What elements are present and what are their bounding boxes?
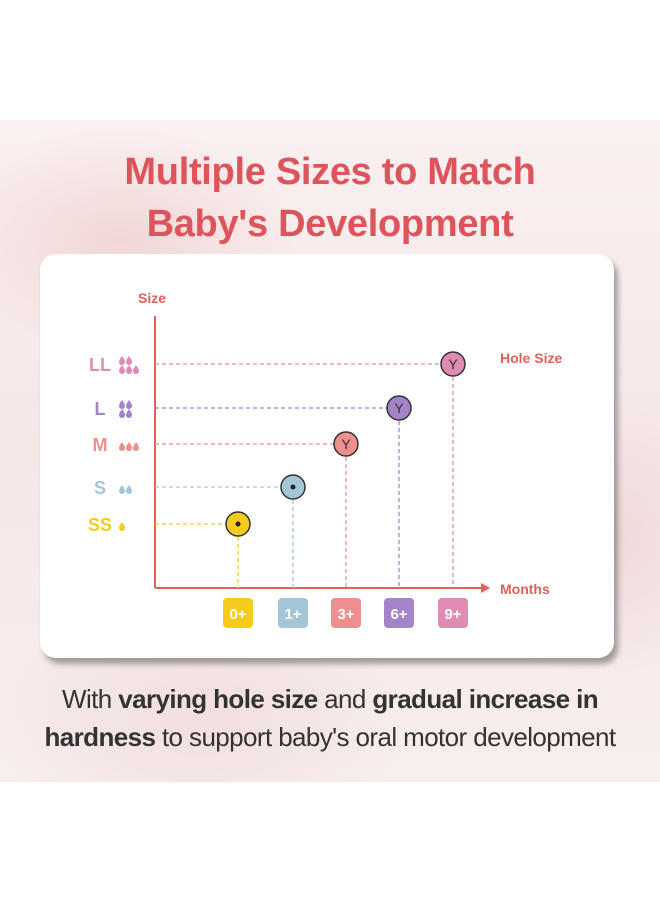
month-label-0plus: 0+ <box>229 606 246 623</box>
legend-hole-size: Hole Size <box>500 350 562 366</box>
month-badge <box>384 598 414 628</box>
title-line-2: Baby's Development <box>146 203 514 245</box>
month-badge <box>278 598 308 628</box>
caption-text-1: With <box>62 684 119 714</box>
hole-dot-icon <box>235 521 241 527</box>
drop-icon <box>126 409 132 418</box>
caption-bold-hole-size: varying hole size <box>118 684 318 714</box>
drop-icon <box>126 356 132 365</box>
hole-dot-icon <box>290 484 296 490</box>
size-label-m: M <box>93 435 108 455</box>
title-line-1: Multiple Sizes to Match <box>124 151 536 193</box>
data-point-9plus <box>440 351 466 377</box>
drop-icon <box>119 365 125 374</box>
month-label-6plus: 6+ <box>390 606 407 623</box>
size-label-ss: SS <box>88 515 112 535</box>
month-badge <box>223 598 253 628</box>
caption-text-2: and <box>317 684 373 714</box>
drop-icon <box>133 365 139 374</box>
drop-icon <box>126 400 132 409</box>
size-label-s: S <box>94 478 106 498</box>
x-axis-title: Months <box>500 581 550 597</box>
hole-y-icon: Y <box>394 400 404 416</box>
month-label-3plus: 3+ <box>337 606 354 623</box>
data-point-6plus <box>386 395 412 421</box>
drop-icon <box>119 522 125 531</box>
drop-icon <box>119 400 125 409</box>
x-axis-arrow <box>481 583 490 593</box>
month-label-1plus: 1+ <box>284 606 301 623</box>
data-point-3plus <box>333 431 359 457</box>
size-label-ll: LL <box>89 355 111 375</box>
drop-icon <box>126 365 132 374</box>
size-chart: Size Months Hole Size SS 0+ S 1+ M Y 3+ L Y 6+ LL Y 9+ <box>88 290 562 628</box>
caption-line-2: hardness to support baby's oral motor de… <box>0 718 660 756</box>
page-title: Multiple Sizes to Match Baby's Developme… <box>0 146 660 250</box>
drop-icon <box>119 442 125 451</box>
drop-icon <box>119 356 125 365</box>
caption-bold-hardness: hardness <box>44 722 156 752</box>
drop-icon <box>126 442 132 451</box>
drop-icon <box>119 409 125 418</box>
caption-bold-gradual: gradual increase in <box>372 684 598 714</box>
caption: With varying hole size and gradual incre… <box>0 680 660 756</box>
month-badge <box>438 598 468 628</box>
drop-icon <box>126 485 132 494</box>
month-badge <box>331 598 361 628</box>
drop-icon <box>119 485 125 494</box>
size-label-l: L <box>95 399 106 419</box>
month-label-9plus: 9+ <box>444 606 461 623</box>
chart-card <box>40 254 614 658</box>
hole-y-icon: Y <box>448 356 458 372</box>
caption-text-3: to support baby's oral motor development <box>155 722 616 752</box>
caption-line-1: With varying hole size and gradual incre… <box>0 680 660 718</box>
y-axis-title: Size <box>138 290 166 306</box>
hole-y-icon: Y <box>341 436 351 452</box>
drop-icon <box>133 442 139 451</box>
